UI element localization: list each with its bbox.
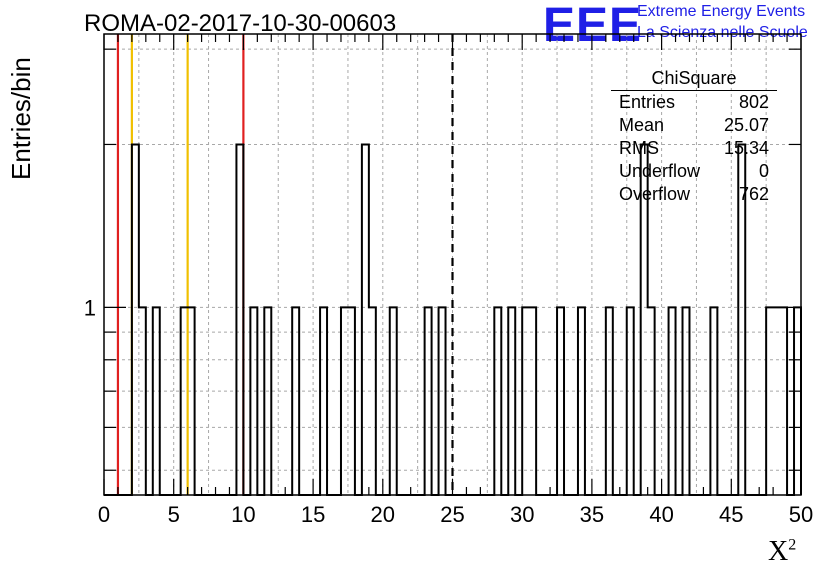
stats-title: ChiSquare	[611, 66, 777, 91]
histogram-bin	[773, 307, 780, 495]
histogram-bin	[320, 307, 327, 495]
logo-line-1: Extreme Energy Events	[637, 3, 806, 20]
histogram-bin	[494, 307, 501, 495]
histogram-bin	[181, 307, 188, 495]
histogram-bin	[606, 307, 613, 495]
x-tick-label: 30	[510, 502, 534, 527]
reference-lines	[116, 34, 454, 495]
x-tick-label: 20	[371, 502, 395, 527]
histogram-bin	[369, 307, 376, 495]
histogram-bin	[236, 144, 243, 495]
histogram-bin	[578, 307, 585, 495]
histogram-bin	[780, 307, 787, 495]
histogram-bin	[766, 307, 773, 495]
tick-labels: 0 5 10 15 20 25 30 35 40 45 50 1	[84, 295, 813, 527]
page-title: ROMA-02-2017-10-30-00603	[84, 10, 397, 37]
histogram-bin	[188, 307, 195, 495]
histogram-bin	[508, 307, 515, 495]
histogram-bin	[683, 307, 690, 495]
x-axis-label: X2	[768, 536, 797, 567]
x-tick-label: 35	[580, 502, 604, 527]
x-tick-label: 40	[649, 502, 673, 527]
histogram-bin	[529, 307, 536, 495]
eee-logo: EEE Extreme Energy Events La Scienza nel…	[540, 0, 836, 52]
histogram-bin	[627, 307, 634, 495]
stats-box: ChiSquare Entries 802 Mean 25.07 RMS 15.34 …	[611, 66, 777, 206]
histogram-bin	[425, 307, 432, 495]
histogram-bin	[264, 307, 271, 495]
logo-line-2: La Scienza nelle Scuole	[637, 24, 808, 41]
x-tick-label: 50	[789, 502, 813, 527]
x-tick-label: 25	[440, 502, 464, 527]
histogram-bin	[794, 307, 801, 495]
histogram-bin	[153, 307, 160, 495]
histogram-bin	[292, 307, 299, 495]
histogram-bin	[132, 144, 139, 495]
histogram-bin	[390, 307, 397, 495]
x-tick-label: 5	[168, 502, 180, 527]
stats-row-entries: Entries 802	[619, 92, 769, 112]
histogram-bin	[557, 307, 564, 495]
histogram-bin	[139, 307, 146, 495]
histogram-bin	[522, 307, 529, 495]
histogram-bin	[669, 307, 676, 495]
axis-ticks	[103, 34, 802, 495]
stats-row-mean: Mean 25.07	[619, 115, 769, 135]
histogram-bin	[648, 307, 655, 495]
histogram-bin	[710, 307, 717, 495]
histogram-bin	[348, 307, 355, 495]
x-tick-label: 0	[98, 502, 110, 527]
histogram-bin	[341, 307, 348, 495]
histogram-bin	[439, 307, 446, 495]
x-tick-label: 15	[301, 502, 325, 527]
stats-row-rms: RMS 15.34	[619, 138, 769, 158]
histogram-bin	[250, 307, 257, 495]
x-tick-label: 10	[231, 502, 255, 527]
stats-row-overflow: Overflow 762	[619, 184, 769, 204]
histogram-bin	[362, 144, 369, 495]
x-axis-label-superscript: 2	[788, 536, 797, 554]
x-tick-label: 45	[719, 502, 743, 527]
stats-row-underflow: Underflow 0	[619, 161, 769, 181]
y-tick-label: 1	[84, 295, 96, 320]
